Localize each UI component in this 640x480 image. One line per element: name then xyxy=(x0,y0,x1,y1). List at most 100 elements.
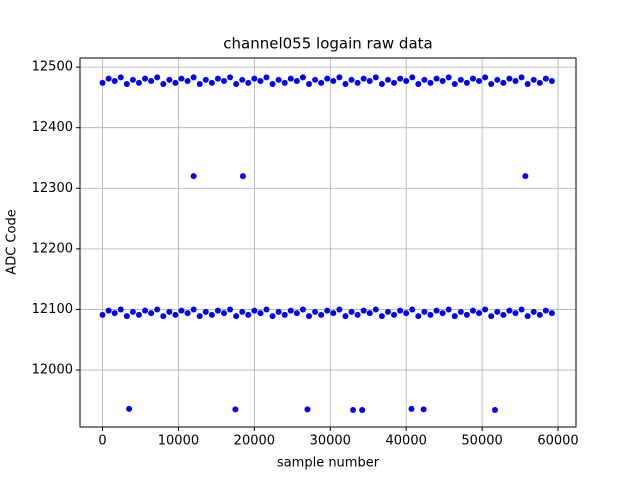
point xyxy=(445,306,452,313)
point xyxy=(148,310,155,317)
point xyxy=(221,78,228,85)
point xyxy=(360,307,367,314)
point xyxy=(512,78,519,85)
point xyxy=(184,78,191,85)
point xyxy=(397,307,404,314)
point xyxy=(518,74,525,81)
point xyxy=(372,306,379,313)
point xyxy=(372,74,379,81)
x-axis-label: sample number xyxy=(277,456,380,471)
x-tick-label: 20000 xyxy=(234,434,275,449)
point xyxy=(263,74,270,81)
point xyxy=(350,407,357,414)
point xyxy=(190,173,197,180)
point xyxy=(135,311,142,318)
point xyxy=(184,310,191,317)
x-tick-label: 60000 xyxy=(537,434,578,449)
point xyxy=(105,307,112,314)
point xyxy=(126,405,133,412)
point xyxy=(500,79,507,86)
point xyxy=(190,306,197,313)
point xyxy=(208,79,215,86)
point xyxy=(154,306,161,313)
point xyxy=(433,307,440,314)
point xyxy=(142,307,149,314)
point xyxy=(348,76,355,83)
point xyxy=(166,76,173,83)
point xyxy=(512,310,519,317)
point xyxy=(111,310,118,317)
point xyxy=(409,306,416,313)
point xyxy=(239,76,246,83)
point xyxy=(312,76,319,83)
point xyxy=(196,81,203,88)
point xyxy=(135,79,142,86)
point xyxy=(476,78,483,85)
point xyxy=(408,405,415,412)
plot-frame xyxy=(79,57,577,428)
point xyxy=(348,308,355,315)
point xyxy=(482,74,489,81)
point xyxy=(354,79,361,86)
point xyxy=(312,308,319,315)
point xyxy=(457,76,464,83)
point xyxy=(548,78,555,85)
point xyxy=(421,308,428,315)
point xyxy=(488,313,495,320)
point xyxy=(397,75,404,82)
point xyxy=(336,74,343,81)
point xyxy=(160,81,167,88)
point xyxy=(384,308,391,315)
point xyxy=(269,313,276,320)
point xyxy=(378,81,385,88)
point xyxy=(117,74,124,81)
y-tick-label: 12000 xyxy=(32,363,73,378)
point xyxy=(172,79,179,86)
point xyxy=(99,79,106,86)
point xyxy=(530,76,537,83)
point xyxy=(123,313,130,320)
point xyxy=(257,78,264,85)
point xyxy=(427,79,434,86)
point xyxy=(293,310,300,317)
point xyxy=(306,81,313,88)
point xyxy=(506,307,513,314)
point xyxy=(281,311,288,318)
point xyxy=(160,313,167,320)
point xyxy=(421,76,428,83)
y-tick-label: 12200 xyxy=(32,241,73,256)
x-tick-label: 40000 xyxy=(386,434,427,449)
point xyxy=(330,310,337,317)
point xyxy=(366,78,373,85)
point xyxy=(336,306,343,313)
point xyxy=(208,311,215,318)
point xyxy=(123,81,130,88)
point xyxy=(548,310,555,317)
point xyxy=(542,307,549,314)
point xyxy=(263,306,270,313)
point xyxy=(342,313,349,320)
point xyxy=(359,407,366,414)
point xyxy=(117,306,124,313)
point xyxy=(239,173,246,180)
point xyxy=(202,308,209,315)
point xyxy=(214,75,221,82)
point xyxy=(391,311,398,318)
point xyxy=(275,76,282,83)
point xyxy=(524,81,531,88)
x-tick-label: 0 xyxy=(98,434,106,449)
point xyxy=(451,81,458,88)
x-tick-label: 30000 xyxy=(310,434,351,449)
point xyxy=(391,79,398,86)
point xyxy=(433,75,440,82)
point xyxy=(99,311,106,318)
point xyxy=(427,311,434,318)
point xyxy=(469,75,476,82)
point xyxy=(318,311,325,318)
point xyxy=(287,307,294,314)
point xyxy=(233,313,240,320)
point xyxy=(330,78,337,85)
point xyxy=(190,74,197,81)
